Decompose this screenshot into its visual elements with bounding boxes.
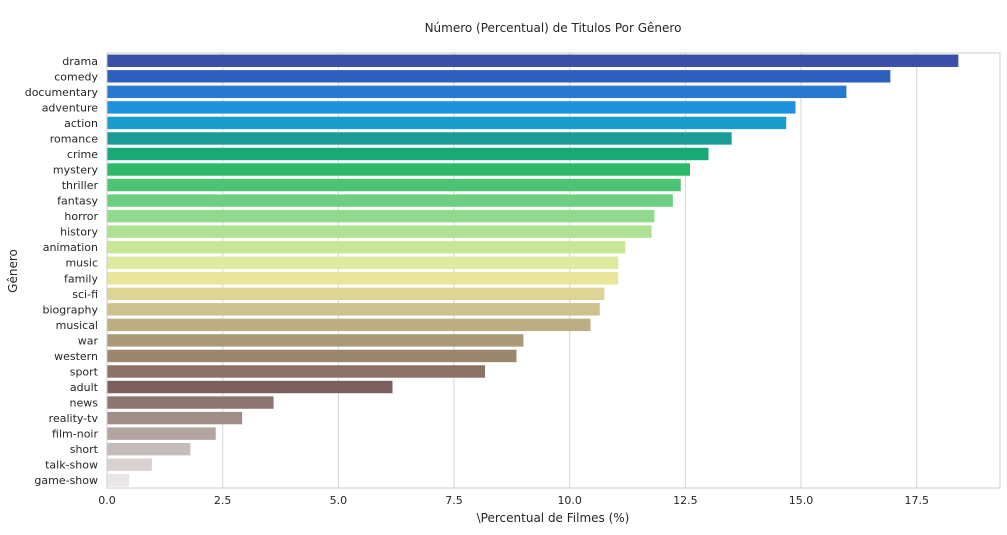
y-tick-label: adult bbox=[70, 381, 99, 394]
bar-western bbox=[107, 349, 517, 363]
bar-comedy bbox=[107, 70, 891, 83]
bar-action bbox=[107, 116, 787, 130]
bar-documentary bbox=[107, 85, 847, 99]
y-tick-label: animation bbox=[43, 241, 98, 254]
bar-biography bbox=[107, 303, 600, 316]
bar-mystery bbox=[107, 163, 690, 176]
y-tick-label: horror bbox=[64, 210, 98, 223]
x-tick-label: 5.0 bbox=[330, 494, 348, 507]
y-tick-label: talk-show bbox=[45, 459, 98, 472]
x-tick-label: 7.5 bbox=[445, 494, 463, 507]
y-tick-label: crime bbox=[67, 148, 98, 161]
y-tick-label: short bbox=[70, 443, 99, 456]
bar-short bbox=[107, 442, 191, 456]
bar-crime bbox=[107, 147, 709, 161]
bar-adventure bbox=[107, 101, 796, 114]
y-tick-label: comedy bbox=[54, 70, 98, 83]
y-tick-label: sci-fi bbox=[72, 288, 98, 301]
bar-animation bbox=[107, 240, 626, 254]
bar-fantasy bbox=[107, 194, 673, 207]
y-tick-label: news bbox=[70, 397, 99, 410]
y-tick-label: war bbox=[78, 334, 99, 347]
x-tick-label: 10.0 bbox=[557, 494, 582, 507]
y-tick-label: thriller bbox=[62, 179, 99, 192]
y-tick-label: drama bbox=[62, 55, 98, 68]
bar-war bbox=[107, 334, 524, 347]
bar-adult bbox=[107, 380, 393, 394]
bar-sci-fi bbox=[107, 287, 605, 301]
y-tick-label: adventure bbox=[42, 101, 99, 114]
bar-reality-tv bbox=[107, 411, 243, 425]
y-tick-label: mystery bbox=[53, 164, 99, 177]
y-tick-label: history bbox=[60, 226, 98, 239]
y-tick-label: action bbox=[64, 117, 98, 130]
bar-musical bbox=[107, 318, 591, 332]
bar-thriller bbox=[107, 178, 681, 192]
y-axis-label: Gênero bbox=[6, 249, 20, 293]
bar-sport bbox=[107, 365, 486, 378]
x-tick-label: 2.5 bbox=[214, 494, 232, 507]
bar-music bbox=[107, 256, 619, 269]
x-axis-label: \Percentual de Filmes (%) bbox=[477, 511, 630, 525]
bar-film-noir bbox=[107, 427, 216, 440]
x-tick-labels: 0.0 2.5 5.0 7.5 10.0 12.5 15.0 17.5 bbox=[98, 494, 929, 507]
y-tick-label: documentary bbox=[25, 86, 99, 99]
chart-title: Número (Percentual) de Titulos Por Gêner… bbox=[425, 21, 682, 35]
bars bbox=[107, 54, 959, 487]
x-tick-label: 12.5 bbox=[673, 494, 698, 507]
y-tick-labels: drama comedy documentary adventure action rom… bbox=[25, 55, 99, 487]
y-tick-label: family bbox=[64, 272, 98, 285]
y-tick-label: sport bbox=[70, 365, 99, 378]
bar-horror bbox=[107, 209, 655, 223]
x-tick-label: 17.5 bbox=[904, 494, 929, 507]
y-tick-label: film-noir bbox=[52, 428, 98, 441]
x-tick-label: 0.0 bbox=[98, 494, 116, 507]
bar-romance bbox=[107, 132, 732, 145]
y-tick-label: fantasy bbox=[57, 195, 98, 208]
y-tick-label: game-show bbox=[34, 474, 98, 487]
y-tick-label: western bbox=[54, 350, 98, 363]
y-tick-label: music bbox=[65, 257, 98, 270]
bar-game-show bbox=[107, 474, 130, 487]
bar-history bbox=[107, 225, 652, 238]
bar-news bbox=[107, 396, 274, 409]
y-tick-label: biography bbox=[43, 303, 99, 316]
plot-frame bbox=[106, 52, 1001, 489]
bar-talk-show bbox=[107, 458, 152, 471]
y-tick-label: musical bbox=[56, 319, 98, 332]
bar-family bbox=[107, 272, 619, 285]
y-tick-label: romance bbox=[50, 132, 98, 145]
bar-drama bbox=[107, 54, 959, 67]
x-tick-label: 15.0 bbox=[789, 494, 814, 507]
y-tick-label: reality-tv bbox=[49, 412, 99, 425]
